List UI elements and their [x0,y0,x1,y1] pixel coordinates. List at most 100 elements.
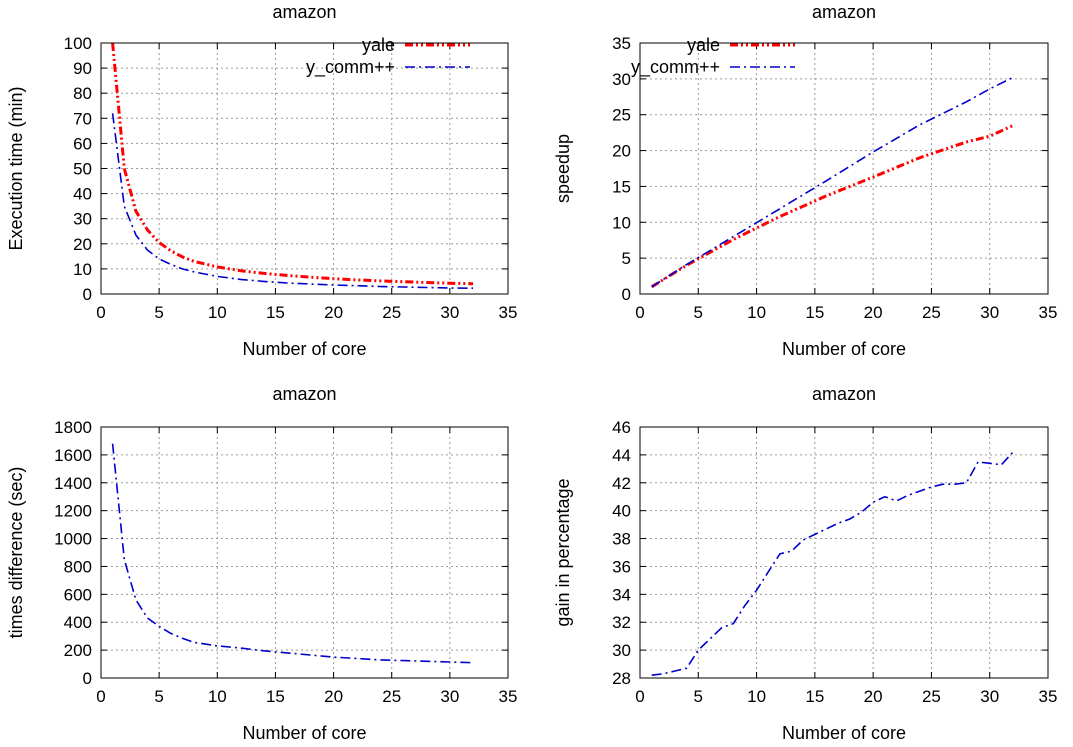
y-axis-label: gain in percentage [553,478,573,626]
y-tick-label: 800 [64,557,92,576]
y-tick-label: 44 [612,446,631,465]
y-tick-label: 90 [73,59,92,78]
y-tick-label: 0 [83,285,92,304]
legend-label: yale [687,35,720,55]
y-tick-label: 10 [73,260,92,279]
y-tick-label: 20 [73,235,92,254]
y-axis-label: Execution time (min) [6,86,26,250]
x-tick-label: 0 [635,303,644,322]
x-tick-label: 30 [440,687,459,706]
y-tick-label: 60 [73,134,92,153]
y-tick-label: 38 [612,530,631,549]
x-axis-label: Number of core [242,723,366,743]
y-tick-label: 400 [64,613,92,632]
grid [640,427,1048,678]
y-tick-label: 36 [612,557,631,576]
x-tick-label: 20 [864,303,883,322]
y-tick-label: 0 [83,669,92,688]
y-tick-label: 1600 [54,446,92,465]
grid [101,427,508,678]
times-difference-chart: 0 5 10 15 20 25 30 35 0 200 400 600 800 1000 1200 1400 1… [6,384,517,743]
x-tick-label: 15 [805,303,824,322]
y-tick-label: 30 [73,210,92,229]
series-line-series-0 [111,443,474,664]
y-tick-label: 50 [73,160,92,179]
x-axis-label: Number of core [782,723,906,743]
y-tick-label: 1200 [54,502,92,521]
x-tick-label: 15 [266,687,285,706]
legend-label: y_comm++ [631,57,720,78]
series-line-y-comm [651,76,1014,288]
x-tick-label: 10 [747,687,766,706]
x-axis-label: Number of core [242,339,366,359]
x-tick-label: 20 [864,687,883,706]
y-tick-label: 35 [612,34,631,53]
x-tick-label: 25 [382,687,401,706]
y-tick-label: 0 [622,285,631,304]
x-tick-label: 5 [154,303,163,322]
plot-frame [639,42,1049,295]
chart-title: amazon [272,2,336,22]
execution-time-chart: 0 5 10 15 20 25 30 35 0 10 20 30 40 50 60 70 80 90 100 amaz… [6,2,517,359]
y-tick-label: 10 [612,213,631,232]
y-tick-label: 1000 [54,530,92,549]
x-tick-label: 30 [980,687,999,706]
x-tick-label: 0 [635,687,644,706]
legend-label: yale [362,35,395,55]
x-tick-label: 0 [96,687,105,706]
y-tick-label: 80 [73,84,92,103]
x-tick-label: 35 [499,303,518,322]
y-tick-label: 70 [73,109,92,128]
x-tick-label: 25 [382,303,401,322]
y-tick-label: 46 [612,418,631,437]
y-tick-label: 20 [612,142,631,161]
y-tick-label: 15 [612,177,631,196]
y-tick-label: 1800 [54,418,92,437]
legend-label: y_comm++ [306,57,395,78]
series-line-series-0 [651,451,1014,676]
y-tick-label: 200 [64,641,92,660]
grid [640,43,1048,294]
x-tick-label: 30 [980,303,999,322]
speedup-chart: 0 5 10 15 20 25 30 35 0 5 10 15 20 25 30 35 amazon Number… [553,2,1057,359]
y-tick-label: 25 [612,106,631,125]
y-tick-label: 100 [64,34,92,53]
y-tick-label: 600 [64,585,92,604]
x-tick-label: 25 [922,303,941,322]
x-tick-label: 35 [1039,687,1058,706]
x-tick-label: 15 [805,687,824,706]
y-axis-label: times difference (sec) [6,467,26,639]
x-tick-label: 20 [324,687,343,706]
x-tick-label: 10 [208,303,227,322]
x-tick-label: 5 [694,303,703,322]
y-tick-label: 28 [612,669,631,688]
x-tick-label: 35 [499,687,518,706]
y-tick-label: 30 [612,70,631,89]
series-line-y-comm [111,113,474,289]
x-tick-label: 10 [747,303,766,322]
chart-title: amazon [272,384,336,404]
y-tick-label: 34 [612,585,631,604]
y-tick-label: 42 [612,474,631,493]
x-axis-label: Number of core [782,339,906,359]
y-tick-label: 30 [612,641,631,660]
y-tick-label: 40 [73,185,92,204]
chart-title: amazon [812,2,876,22]
series-line-yale [111,42,474,286]
x-tick-label: 15 [266,303,285,322]
plot-frame [100,42,509,295]
x-tick-label: 5 [694,687,703,706]
y-tick-label: 40 [612,502,631,521]
y-tick-label: 1400 [54,474,92,493]
x-tick-label: 30 [440,303,459,322]
x-tick-label: 0 [96,303,105,322]
x-tick-label: 35 [1039,303,1058,322]
chart-title: amazon [812,384,876,404]
x-tick-label: 25 [922,687,941,706]
plot-frame [100,426,509,679]
y-tick-label: 5 [622,249,631,268]
gain-percentage-chart: 0 5 10 15 20 25 30 35 28 30 32 34 36 38 40 42 44 46 amazon… [553,384,1057,743]
x-tick-label: 10 [208,687,227,706]
